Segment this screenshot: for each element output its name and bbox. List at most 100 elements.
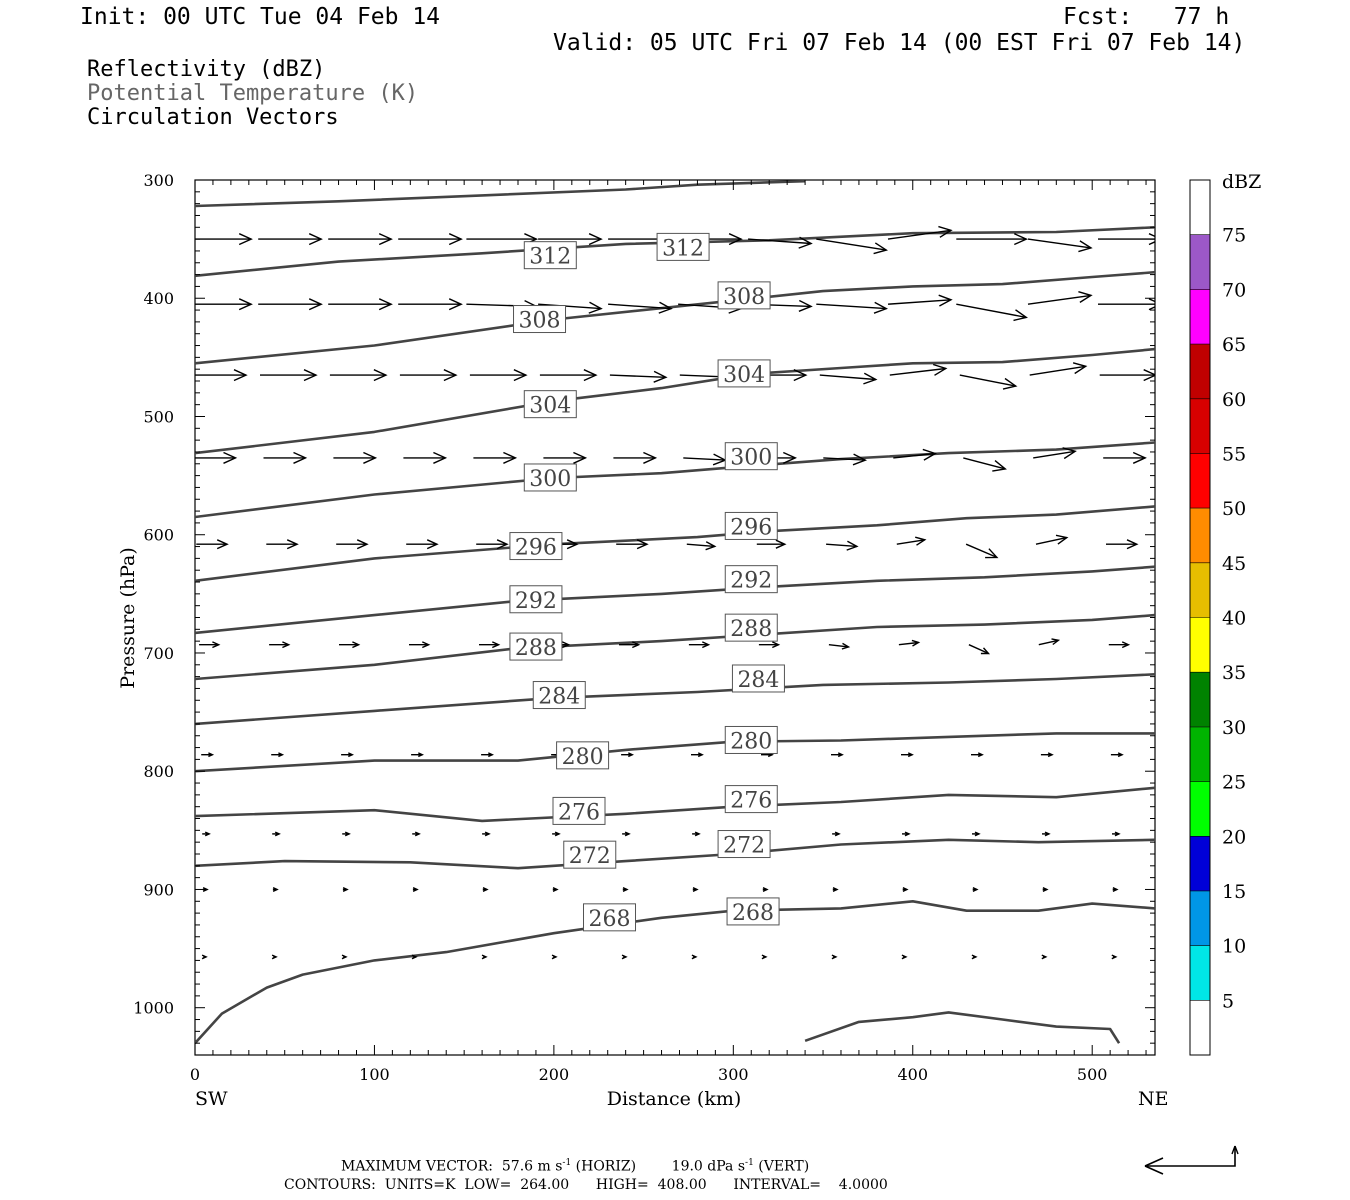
svg-text:288: 288 xyxy=(515,636,557,661)
circulation-vector xyxy=(342,831,351,837)
contour-label: 304 xyxy=(523,390,577,419)
colorbar-label: 35 xyxy=(1222,662,1246,684)
circulation-vector xyxy=(887,294,953,307)
contour-label: 268 xyxy=(726,897,780,926)
y-tick-label: 900 xyxy=(143,880,174,899)
circulation-vector xyxy=(688,641,711,649)
circulation-vector xyxy=(616,539,649,550)
circulation-vector xyxy=(832,887,839,892)
circulation-vector xyxy=(201,954,208,960)
circulation-vector xyxy=(328,233,393,246)
circulation-vector xyxy=(972,831,981,837)
circulation-vector xyxy=(971,954,978,960)
circulation-vector xyxy=(195,451,238,464)
contour-label: 276 xyxy=(552,796,606,825)
svg-text:272: 272 xyxy=(723,834,765,859)
colorbar-label: 70 xyxy=(1222,279,1246,301)
colorbar-swatch xyxy=(1190,398,1210,454)
svg-text:312: 312 xyxy=(529,245,571,270)
x-tick-label: 100 xyxy=(359,1065,390,1084)
circulation-vector xyxy=(328,298,393,311)
circulation-vector xyxy=(1111,954,1118,960)
circulation-vector xyxy=(199,641,221,649)
colorbar-swatch xyxy=(1190,726,1210,782)
circulation-vector xyxy=(341,752,355,758)
circulation-vector xyxy=(608,301,673,314)
contour-label: 280 xyxy=(556,741,610,770)
circulation-vector xyxy=(341,954,348,960)
circulation-vector xyxy=(406,539,439,550)
circulation-vector xyxy=(832,831,841,837)
y-tick-label: 400 xyxy=(143,289,174,308)
colorbar-swatch xyxy=(1190,836,1210,891)
contour-label: 272 xyxy=(717,830,771,859)
circulation-vector xyxy=(333,451,378,464)
circulation-vector xyxy=(902,831,911,837)
circulation-vector xyxy=(1029,362,1088,376)
circulation-vector xyxy=(691,752,704,758)
circulation-vector xyxy=(971,752,984,758)
circulation-vector xyxy=(1041,954,1048,960)
circulation-vector xyxy=(269,641,291,649)
y-tick-label: 600 xyxy=(143,526,174,545)
circulation-vector xyxy=(972,887,979,892)
circulation-vector xyxy=(893,448,938,461)
svg-text:280: 280 xyxy=(562,745,604,770)
circulation-vector xyxy=(692,887,699,892)
circulation-vector xyxy=(692,831,701,837)
reference-vector-arrow xyxy=(1144,1145,1239,1175)
circulation-vector xyxy=(403,451,448,464)
circulation-vector xyxy=(901,752,914,758)
x-axis-label: Distance (km) xyxy=(607,1088,742,1110)
svg-text:304: 304 xyxy=(723,363,765,388)
circulation-vector xyxy=(756,539,787,549)
colorbar-swatch xyxy=(1190,344,1210,399)
x-tick-label: 400 xyxy=(897,1065,928,1084)
circulation-vector xyxy=(1042,831,1051,837)
colorbar-label: 50 xyxy=(1222,498,1246,520)
x-end-label-ne: NE xyxy=(1138,1088,1169,1110)
contour-label: 308 xyxy=(513,305,567,334)
circulation-vector xyxy=(398,233,463,246)
svg-text:300: 300 xyxy=(529,467,571,492)
circulation-vector xyxy=(686,541,717,551)
circulation-vector xyxy=(621,954,628,960)
circulation-vector xyxy=(473,451,518,464)
contour-label: 312 xyxy=(656,232,710,261)
circulation-vector xyxy=(476,539,509,550)
colorbar-swatch xyxy=(1190,781,1210,837)
colorbar-swatch xyxy=(1190,289,1210,345)
circulation-vector xyxy=(411,752,425,758)
circulation-vector xyxy=(1042,887,1049,892)
contour-label: 284 xyxy=(731,664,785,693)
circulation-vector xyxy=(959,374,1018,390)
circulation-vector xyxy=(1106,539,1139,550)
x-tick-label: 200 xyxy=(539,1065,570,1084)
colorbar-swatch xyxy=(1190,1000,1210,1055)
contour-label: 312 xyxy=(523,241,577,270)
circulation-vector xyxy=(469,369,528,382)
circulation-vector xyxy=(762,887,769,892)
circulation-vector xyxy=(828,642,851,650)
circulation-vector xyxy=(412,831,421,837)
circulation-vector xyxy=(329,369,388,382)
isentrope-268 xyxy=(195,900,1155,1045)
x-tick-label: 0 xyxy=(190,1065,200,1084)
colorbar-label: 60 xyxy=(1222,389,1246,411)
contour-label: 292 xyxy=(509,585,563,614)
legend-potential-temperature: Potential Temperature (K) xyxy=(87,81,419,106)
circulation-vector xyxy=(902,887,909,892)
circulation-vector xyxy=(195,298,253,311)
svg-text:308: 308 xyxy=(723,285,765,310)
colorbar-swatch xyxy=(1190,890,1210,946)
svg-text:268: 268 xyxy=(732,901,774,926)
axis-layer: 300 400 500 600 700 800 900 1000 0 100 200 300 400 50… xyxy=(133,171,1155,1084)
circulation-vector xyxy=(201,752,215,758)
contour-label: 304 xyxy=(717,359,771,388)
colorbar-swatch xyxy=(1190,180,1210,235)
y-tick-label: 1000 xyxy=(133,999,174,1018)
circulation-vector xyxy=(1112,831,1121,837)
colorbar-label: 75 xyxy=(1222,225,1246,247)
circulation-vector xyxy=(479,641,501,649)
